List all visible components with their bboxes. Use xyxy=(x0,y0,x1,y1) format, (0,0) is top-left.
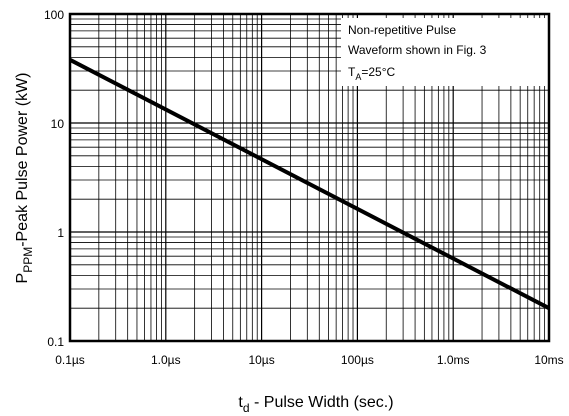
x-axis-title: td - Pulse Width (sec.) xyxy=(238,394,393,415)
y-tick-label: 0.1 xyxy=(47,335,64,349)
annotation-temperature: =25°C xyxy=(361,65,395,79)
annotation: Non-repetitive Pulse Waveform shown in F… xyxy=(341,18,549,86)
annotation-t-symbol: T xyxy=(348,65,356,79)
x-tick-label: 100µs xyxy=(341,353,374,367)
annotation-line-2: Waveform shown in Fig. 3 xyxy=(348,43,487,57)
series-line xyxy=(69,58,550,310)
y-tick-label: 100 xyxy=(44,8,64,22)
x-axis-title-subscript: d xyxy=(243,401,250,415)
annotation-line-1: Non-repetitive Pulse xyxy=(348,23,456,37)
y-tick-label: 1 xyxy=(57,226,64,240)
annotation-line-3: TA=25°C xyxy=(348,65,396,82)
plot-frame xyxy=(68,12,551,343)
tick-labels: 0.1µs 1.0µs 10µs 100µs 1.0ms 10ms 0.1 1 10 100 xyxy=(44,8,564,367)
series-layer xyxy=(69,58,550,310)
y-axis-title: PPPM-Peak Pulse Power (kW) xyxy=(14,73,35,284)
y-axis-title-subscript: PPM xyxy=(21,247,35,273)
x-tick-label: 1.0ms xyxy=(437,353,470,367)
annotation-box xyxy=(341,18,549,86)
x-tick-label: 0.1µs xyxy=(55,353,85,367)
y-axis-title-symbol: P xyxy=(14,273,31,284)
y-tick-label: 10 xyxy=(51,117,65,131)
x-tick-label: 10ms xyxy=(534,353,563,367)
x-tick-label: 1.0µs xyxy=(151,353,181,367)
annotation-t-subscript: A xyxy=(355,72,361,82)
x-axis-title-symbol: t xyxy=(238,394,243,411)
x-tick-label: 10µs xyxy=(248,353,274,367)
y-axis-title-text: -Peak Pulse Power (kW) xyxy=(14,73,31,247)
x-axis-title-text: - Pulse Width (sec.) xyxy=(250,394,394,411)
